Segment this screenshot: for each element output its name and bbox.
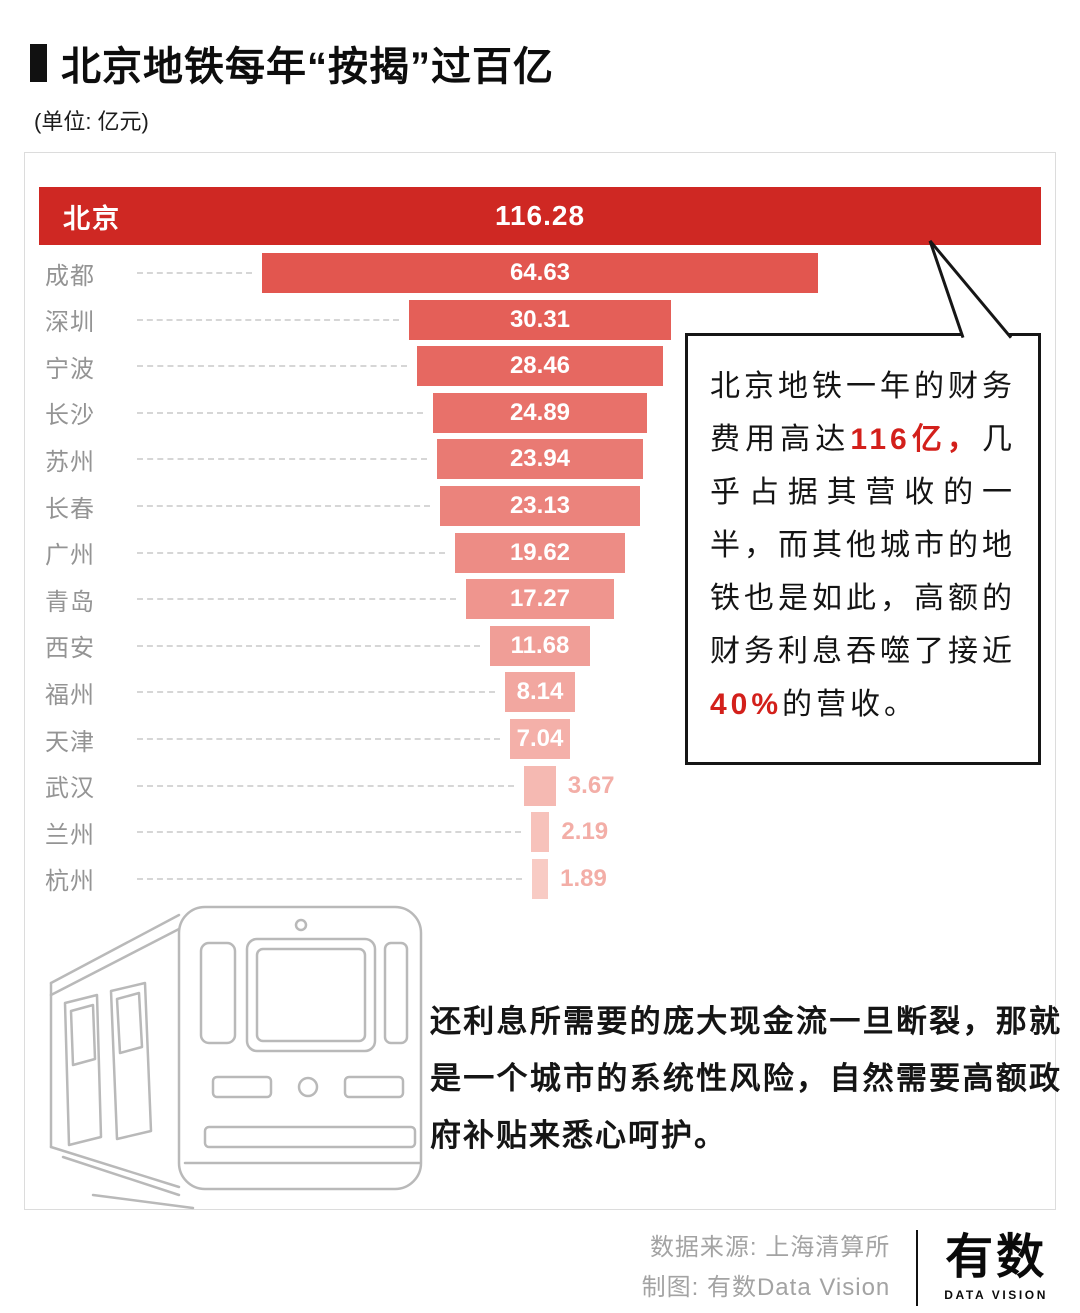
train-illustration-icon: [49, 905, 423, 1210]
bar-row: 天津 7.04: [25, 719, 1055, 759]
callout-segment: 几乎占据其营收的一半，而其他城市的地铁也是如此，高额的财务利息吞噬了接近: [710, 423, 1016, 668]
city-label: 广州: [45, 542, 95, 570]
bar: [409, 299, 671, 340]
bar: [504, 672, 576, 713]
bar-row: 长沙 24.89: [25, 392, 1055, 433]
bar-value: 116.28: [494, 200, 586, 231]
leader-dash-line: [137, 318, 400, 321]
bar: [440, 486, 640, 526]
leader-dash-line: [137, 784, 515, 787]
leader-dash-line: [137, 411, 423, 414]
callout-highlight: 40%: [710, 688, 783, 721]
bar: [524, 765, 556, 806]
leader-dash-line: [137, 644, 480, 647]
callout-segment: 的营收。: [782, 688, 919, 721]
callout-segment: 北京地铁一年的财务费用高达: [710, 370, 1016, 456]
bar: [465, 579, 615, 620]
bar: [455, 532, 625, 573]
bar-row: 杭州 1.89: [25, 858, 1055, 899]
callout-text: 北京地铁一年的财务费用高达116亿，几乎占据其营收的一半，而其他城市的地铁也是如…: [710, 370, 1016, 721]
bar: 北京: [39, 187, 1041, 245]
bar: [509, 719, 571, 759]
footer-divider: [916, 1230, 919, 1306]
bar-value: 24.89: [509, 398, 571, 426]
bar-value: 23.13: [509, 492, 571, 519]
credits: 数据来源: 上海清算所 制图: 有数Data Vision: [642, 1228, 891, 1308]
bar-row: 成都 64.63: [25, 253, 1055, 293]
leader-dash-line: [137, 365, 408, 368]
leader-dash-line: [137, 598, 456, 601]
bar: [432, 392, 648, 433]
data-source: 数据来源: 上海清算所: [649, 1234, 891, 1261]
city-label: 长春: [45, 495, 95, 523]
bar-row: 武汉 3.67: [25, 765, 1055, 806]
bar-value: 2.19: [561, 818, 609, 846]
unit-label: (单位: 亿元): [34, 109, 149, 134]
callout-highlight: 116亿，: [850, 423, 982, 456]
city-label: 天津: [45, 728, 95, 756]
bar-row: 兰州 2.19: [25, 812, 1055, 853]
bar-value: 11.68: [510, 631, 570, 659]
bar-row: 青岛 17.27: [25, 579, 1055, 620]
bar-row: 北京 116.28: [25, 187, 1055, 245]
leader-dash-line: [137, 505, 431, 507]
bar-value: 1.89: [560, 864, 607, 892]
city-label: 福州: [45, 681, 95, 709]
bar: [436, 439, 644, 480]
city-label: 宁波: [45, 355, 95, 383]
bar-value: 64.63: [509, 259, 571, 286]
bar-row: 长春 23.13: [25, 486, 1055, 526]
city-label: 深圳: [45, 309, 95, 337]
bar-row: 西安 11.68: [25, 625, 1055, 666]
leader-dash-line: [137, 272, 252, 274]
leader-dash-line: [137, 691, 495, 694]
city-label: 苏州: [45, 448, 95, 476]
bar-row: 广州 19.62: [25, 532, 1055, 573]
city-label: 长沙: [45, 402, 95, 430]
bar-value: 19.62: [509, 538, 571, 566]
commentary-text: 还利息所需要的庞大现金流一旦断裂，那就是一个城市的系统性风险，自然需要高额政府补…: [430, 1004, 1062, 1153]
title-marker: [30, 44, 47, 82]
bar-value: 30.31: [509, 305, 571, 333]
chart-area: 北京 116.28 成都 64.63 深圳 30.31 宁波 28.46 长沙 24.89 苏州 23…: [24, 152, 1060, 1210]
bar-value: 8.14: [516, 678, 564, 706]
page-title: 北京地铁每年“按揭”过百亿: [61, 45, 554, 89]
bar-row: 苏州 23.94: [25, 439, 1055, 480]
bar-value: 23.94: [509, 445, 571, 473]
city-label: 西安: [45, 635, 95, 663]
leader-dash-line: [137, 458, 427, 461]
bar-row: 福州 8.14: [25, 672, 1055, 713]
bar-rows-container: 北京 116.28 成都 64.63 深圳 30.31 宁波 28.46 长沙 24.89 苏州 23…: [25, 153, 1055, 1209]
bar-value: 28.46: [509, 352, 571, 380]
leader-dash-line: [137, 738, 500, 740]
chart-credit: 制图: 有数Data Vision: [641, 1274, 891, 1301]
city-label: 武汉: [45, 775, 95, 803]
bar: [530, 812, 550, 853]
city-label: 北京: [63, 203, 121, 234]
bar-value: 17.27: [509, 585, 571, 613]
leader-dash-line: [137, 877, 522, 880]
bar: [531, 858, 549, 899]
leader-dash-line: [137, 831, 521, 834]
bar-row: 深圳 30.31: [25, 299, 1055, 340]
page-footer: 数据来源: 上海清算所 制图: 有数Data Vision 有数 DATA VI…: [0, 1228, 1080, 1308]
bar-value: 3.67: [567, 771, 615, 799]
bar-value: 7.04: [516, 725, 564, 752]
brand-logo: 有数 DATA VISION: [944, 1231, 1048, 1303]
callout-box: 北京地铁一年的财务费用高达116亿，几乎占据其营收的一半，而其他城市的地铁也是如…: [685, 333, 1041, 765]
leader-dash-line: [137, 551, 446, 554]
city-label: 成都: [45, 262, 95, 290]
logo-subtext: DATA VISION: [944, 1288, 1048, 1302]
bar: [489, 625, 591, 666]
bar-row: 宁波 28.46: [25, 346, 1055, 387]
bar: [417, 346, 663, 387]
city-label: 青岛: [45, 588, 95, 616]
logo-text: 有数: [945, 1231, 1048, 1284]
bar: [261, 253, 819, 293]
city-label: 兰州: [45, 821, 95, 849]
city-label: 杭州: [45, 868, 95, 896]
page-header: 北京地铁每年“按揭”过百亿 (单位: 亿元): [0, 0, 1080, 136]
